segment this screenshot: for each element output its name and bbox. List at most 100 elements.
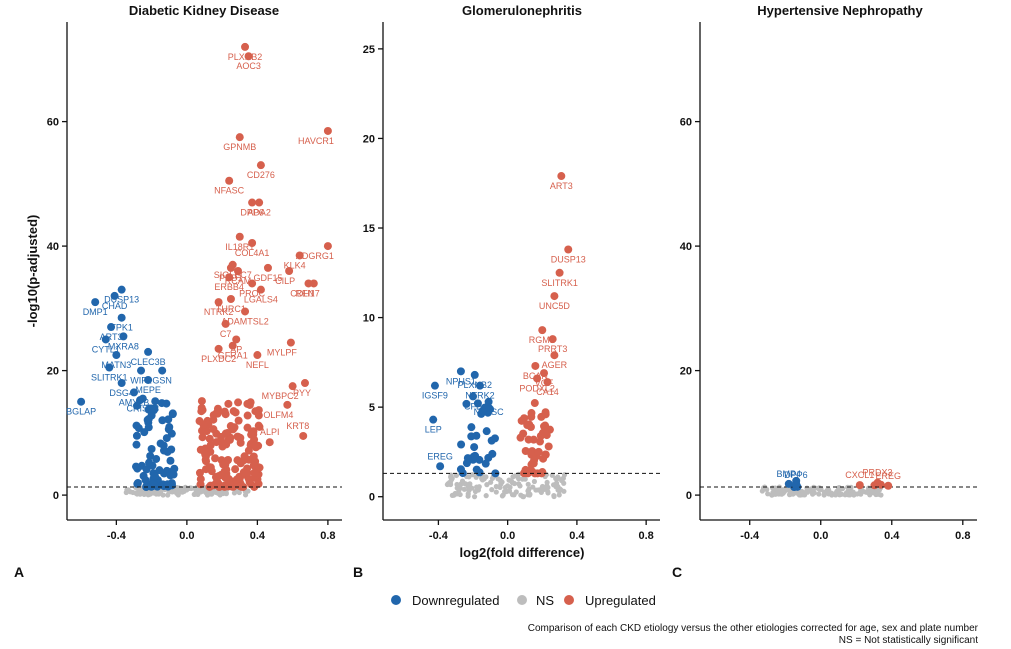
up-point [243,468,252,477]
x-tick-label: -0.4 [740,530,760,542]
gene-point [110,291,119,300]
gene-label: KLK4 [284,260,306,270]
down-point [164,425,173,434]
up-point [233,432,242,441]
ns-point [790,491,796,497]
ns-point [165,492,171,498]
gene-point [263,263,272,272]
ns-point [481,476,487,482]
ns-point [770,490,776,496]
ns-point [847,492,853,498]
gene-point [214,344,223,353]
gene-point [299,431,308,440]
labeled-points: PLXNB2AOC3HAVCR1GPNMBCD276NFASCADA2DPP6I… [66,42,334,447]
ns-point [551,493,557,500]
x-tick-label: 0.8 [955,530,970,542]
up-point [236,438,245,447]
gene-point [241,307,250,316]
gene-label: DPP6 [784,470,808,480]
up-point [220,407,229,416]
gene-point [144,375,153,384]
gene-point [295,251,304,260]
down-point [162,466,171,475]
up-point [247,430,256,439]
down-point [140,428,149,437]
gene-label: UNC5D [539,301,571,311]
up-point [535,437,544,446]
gene-point [119,332,128,341]
ns-point [832,491,838,497]
gene-point [550,292,559,301]
y-tick-label: 20 [363,133,375,145]
gene-point [256,285,265,294]
x-tick-label: 0.0 [500,530,515,542]
x-tick-label: 0.0 [179,530,194,542]
ns-point [499,493,506,499]
gene-point [540,369,549,378]
gene-label: SLITRK1 [541,278,578,288]
down-point [152,454,161,463]
ns-point [544,479,550,486]
x-tick-label: 0.4 [250,530,266,542]
legend-down-label: Downregulated [412,593,499,608]
ns-point [545,489,551,495]
down-point [470,443,479,452]
gene-label: ADAMTSL2 [221,316,269,326]
gene-label: WIF1 [130,376,152,386]
ns-point [483,493,489,499]
gene-label: MATN3 [101,360,131,370]
gene-label: AOC3 [236,61,261,71]
gene-label: PLXDC2 [201,354,236,364]
gene-point [791,481,800,490]
legend-ns-marker [517,595,527,605]
panel-title: Hypertensive Nephropathy [757,3,923,18]
gene-label: PLXNB2 [457,380,492,390]
gene-point [456,367,465,376]
ns-point [506,477,512,483]
gene-point [265,438,274,447]
gene-point [286,338,295,347]
down-point [145,458,154,467]
down-point [151,397,160,406]
up-point [226,480,235,489]
gene-point [235,133,244,142]
ns-point [824,488,831,494]
down-point [487,436,496,445]
gene-point [300,379,309,388]
ns-point [476,484,482,490]
up-point [250,482,259,491]
down-point [467,423,476,432]
gene-label: ADA2 [247,208,271,218]
up-point [249,452,258,461]
x-tick-label: 0.8 [639,530,654,542]
gene-label: LGALS4 [244,295,278,305]
gene-point [557,172,566,181]
up-point [541,408,550,417]
gene-point [548,335,557,344]
down-point [472,431,481,440]
up-point [214,472,223,481]
gene-point [543,378,552,387]
gene-label: MEPE [135,385,161,395]
up-point [243,423,252,432]
gene-label: NPHS1 [446,376,476,386]
gene-point [253,351,262,360]
down-point [132,401,141,410]
up-point [251,441,260,450]
gene-point [241,42,250,51]
caption-line-2: NS = Not statistically significant [839,635,978,646]
ns-point [472,488,479,495]
ns-point [765,491,771,497]
gene-point [107,323,116,332]
gene-label: ART3 [100,332,123,342]
up-point [244,446,253,455]
gene-label: AMY2B [119,397,150,407]
gene-point [129,388,138,397]
ns-point [242,492,249,498]
down-point [155,466,164,475]
up-point [224,455,233,464]
gene-point [256,161,265,170]
down-point [144,414,153,423]
ns-point [130,489,136,496]
down-point [457,440,466,449]
